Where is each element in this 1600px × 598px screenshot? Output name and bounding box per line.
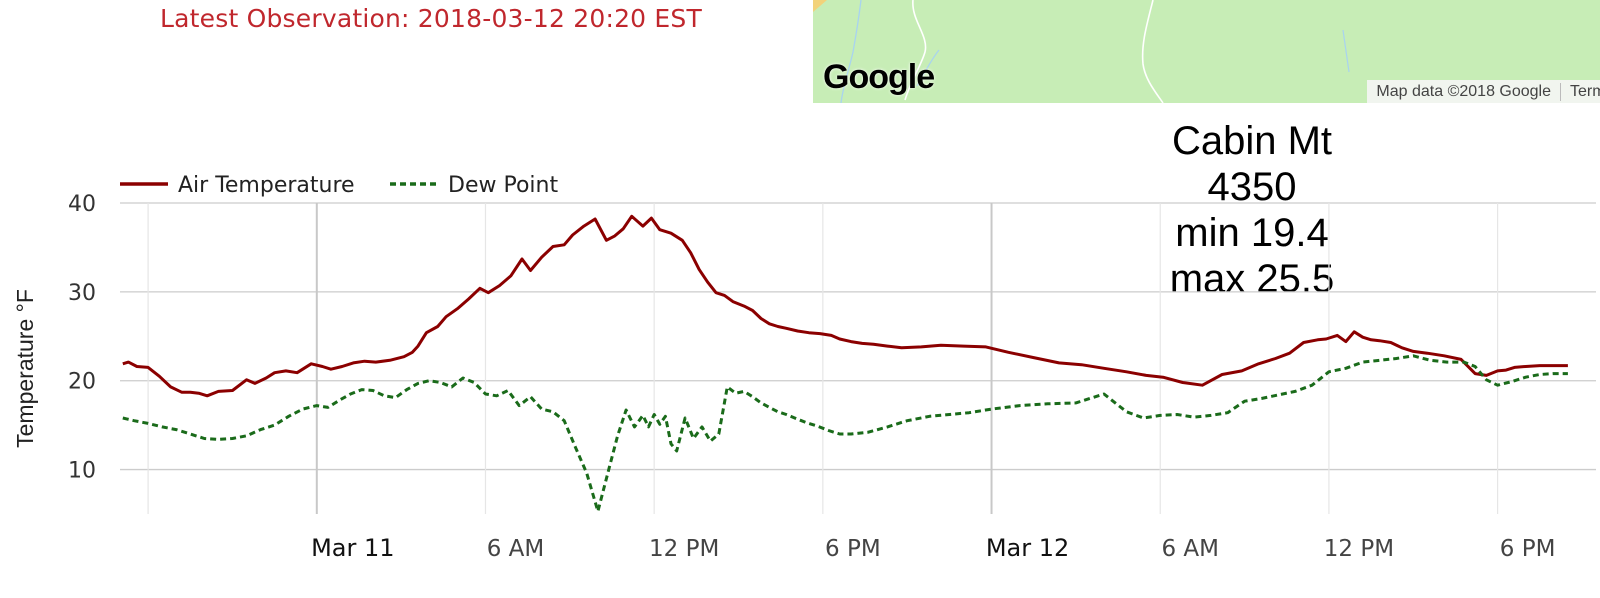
station-info: Cabin Mt 4350 min 19.4 max 25.5 — [1152, 118, 1352, 302]
y-tick-label: 40 — [68, 192, 96, 217]
legend-dew-point[interactable]: Dew Point — [390, 173, 558, 198]
x-tick-label: 6 AM — [1161, 536, 1219, 562]
legend: Air Temperature Dew Point — [120, 173, 558, 198]
map[interactable]: Google Map data ©2018 Google Terms — [813, 0, 1600, 103]
x-tick-label: 6 AM — [487, 536, 545, 562]
x-tick-label: Mar 12 — [986, 534, 1069, 562]
chart-grid — [120, 202, 1596, 514]
station-elevation: 4350 — [1207, 165, 1297, 209]
air-temperature-line — [122, 214, 1568, 398]
map-terrain — [813, 0, 1350, 103]
map-attribution[interactable]: Map data ©2018 Google — [1376, 82, 1551, 100]
dew-point-line — [122, 354, 1568, 513]
x-tick-label: 6 PM — [1500, 536, 1556, 562]
x-tick-label: 12 PM — [649, 536, 719, 562]
series-lines — [122, 214, 1568, 513]
station-name: Cabin Mt — [1171, 119, 1333, 163]
y-axis-ticks: 10 20 30 40 — [68, 192, 96, 484]
latest-observation: Latest Observation: 2018-03-12 20:20 EST — [160, 4, 702, 33]
legend-label: Dew Point — [448, 173, 558, 198]
x-axis-ticks: Mar 11 6 AM 12 PM 6 PM Mar 12 6 AM 12 PM 6 PM — [311, 534, 1555, 562]
y-tick-label: 20 — [68, 370, 96, 395]
x-tick-label: 12 PM — [1324, 536, 1394, 562]
station-max: max 25.5 — [1169, 257, 1335, 301]
google-logo[interactable]: Google — [823, 58, 935, 96]
station-min: min 19.4 — [1175, 211, 1329, 255]
x-tick-label: Mar 11 — [311, 534, 394, 562]
y-tick-label: 10 — [68, 459, 96, 484]
x-tick-label: 6 PM — [825, 536, 881, 562]
y-tick-label: 30 — [68, 281, 96, 306]
temperature-chart: 10 20 30 40 Mar 11 6 AM 12 PM 6 PM Mar 12 6 AM 12… — [12, 173, 1596, 562]
map-attribution-bar: Map data ©2018 Google Terms — [1367, 80, 1600, 103]
y-axis-label: Temperature °F — [12, 289, 38, 448]
legend-label: Air Temperature — [178, 173, 355, 198]
map-terms-link[interactable]: Terms — [1560, 82, 1600, 101]
legend-air-temperature[interactable]: Air Temperature — [120, 173, 355, 198]
